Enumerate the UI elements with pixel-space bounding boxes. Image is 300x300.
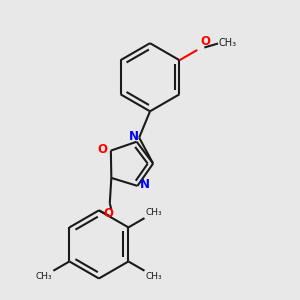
Text: O: O bbox=[200, 35, 210, 48]
Text: N: N bbox=[140, 178, 150, 191]
Text: CH₃: CH₃ bbox=[219, 38, 237, 49]
Text: O: O bbox=[98, 142, 108, 156]
Text: O: O bbox=[103, 207, 113, 220]
Text: CH₃: CH₃ bbox=[146, 272, 162, 281]
Text: CH₃: CH₃ bbox=[146, 208, 162, 217]
Text: CH₃: CH₃ bbox=[35, 272, 52, 281]
Text: N: N bbox=[129, 130, 139, 143]
